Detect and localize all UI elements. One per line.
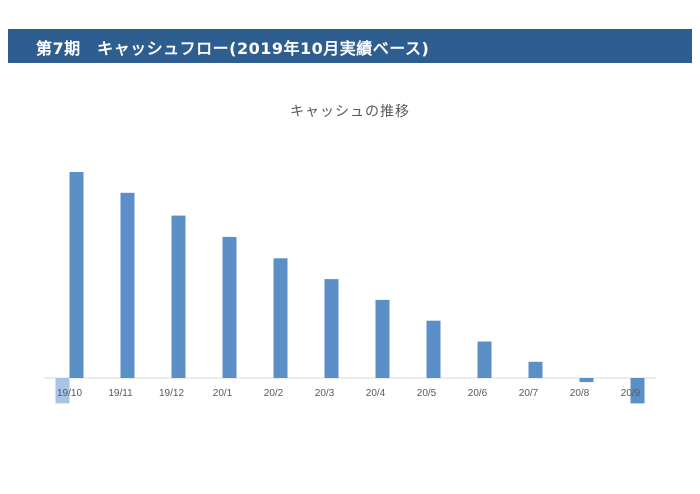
bar-primary-20-6 [477, 341, 492, 378]
x-tick-label: 20/7 [519, 388, 539, 399]
bar-primary-20-8 [579, 378, 594, 383]
bar-primary-20-2 [273, 258, 288, 378]
bar-primary-20-3 [324, 279, 339, 378]
x-tick-label: 20/6 [468, 388, 488, 399]
series-secondary [55, 378, 70, 404]
x-tick-label: 20/5 [417, 388, 437, 399]
x-tick-label: 19/10 [57, 388, 82, 399]
page-title: 第7期 キャッシュフロー(2019年10月実績ベース) [36, 39, 430, 58]
bar-secondary-19-10 [55, 378, 70, 404]
x-tick-labels: 19/10 19/11 19/12 20/1 20/2 20/3 20/4 20/5 20/6 2… [57, 388, 641, 399]
x-tick-label: 20/2 [264, 388, 284, 399]
bar-primary-19-11 [120, 192, 135, 378]
x-tick-label: 20/4 [366, 388, 386, 399]
x-tick-label: 19/11 [108, 388, 133, 399]
header-bar: 第7期 キャッシュフロー(2019年10月実績ベース) [8, 29, 692, 63]
bar-primary-20-7 [528, 361, 543, 378]
x-tick-label: 20/1 [213, 388, 233, 399]
bar-primary-19-12 [171, 215, 186, 378]
x-tick-label: 20/8 [570, 388, 590, 399]
x-tick-label: 19/12 [159, 388, 184, 399]
x-tick-label: 20/3 [315, 388, 335, 399]
bar-primary-20-5 [426, 320, 441, 378]
bar-primary-20-1 [222, 236, 237, 378]
bar-primary-20-4 [375, 299, 390, 378]
bar-primary-20-9 [630, 378, 645, 404]
x-tick-label: 20/9 [621, 388, 641, 399]
chart-title: キャッシュの推移 [290, 104, 410, 120]
bar-primary-19-10 [69, 172, 84, 378]
series-primary [69, 172, 645, 404]
